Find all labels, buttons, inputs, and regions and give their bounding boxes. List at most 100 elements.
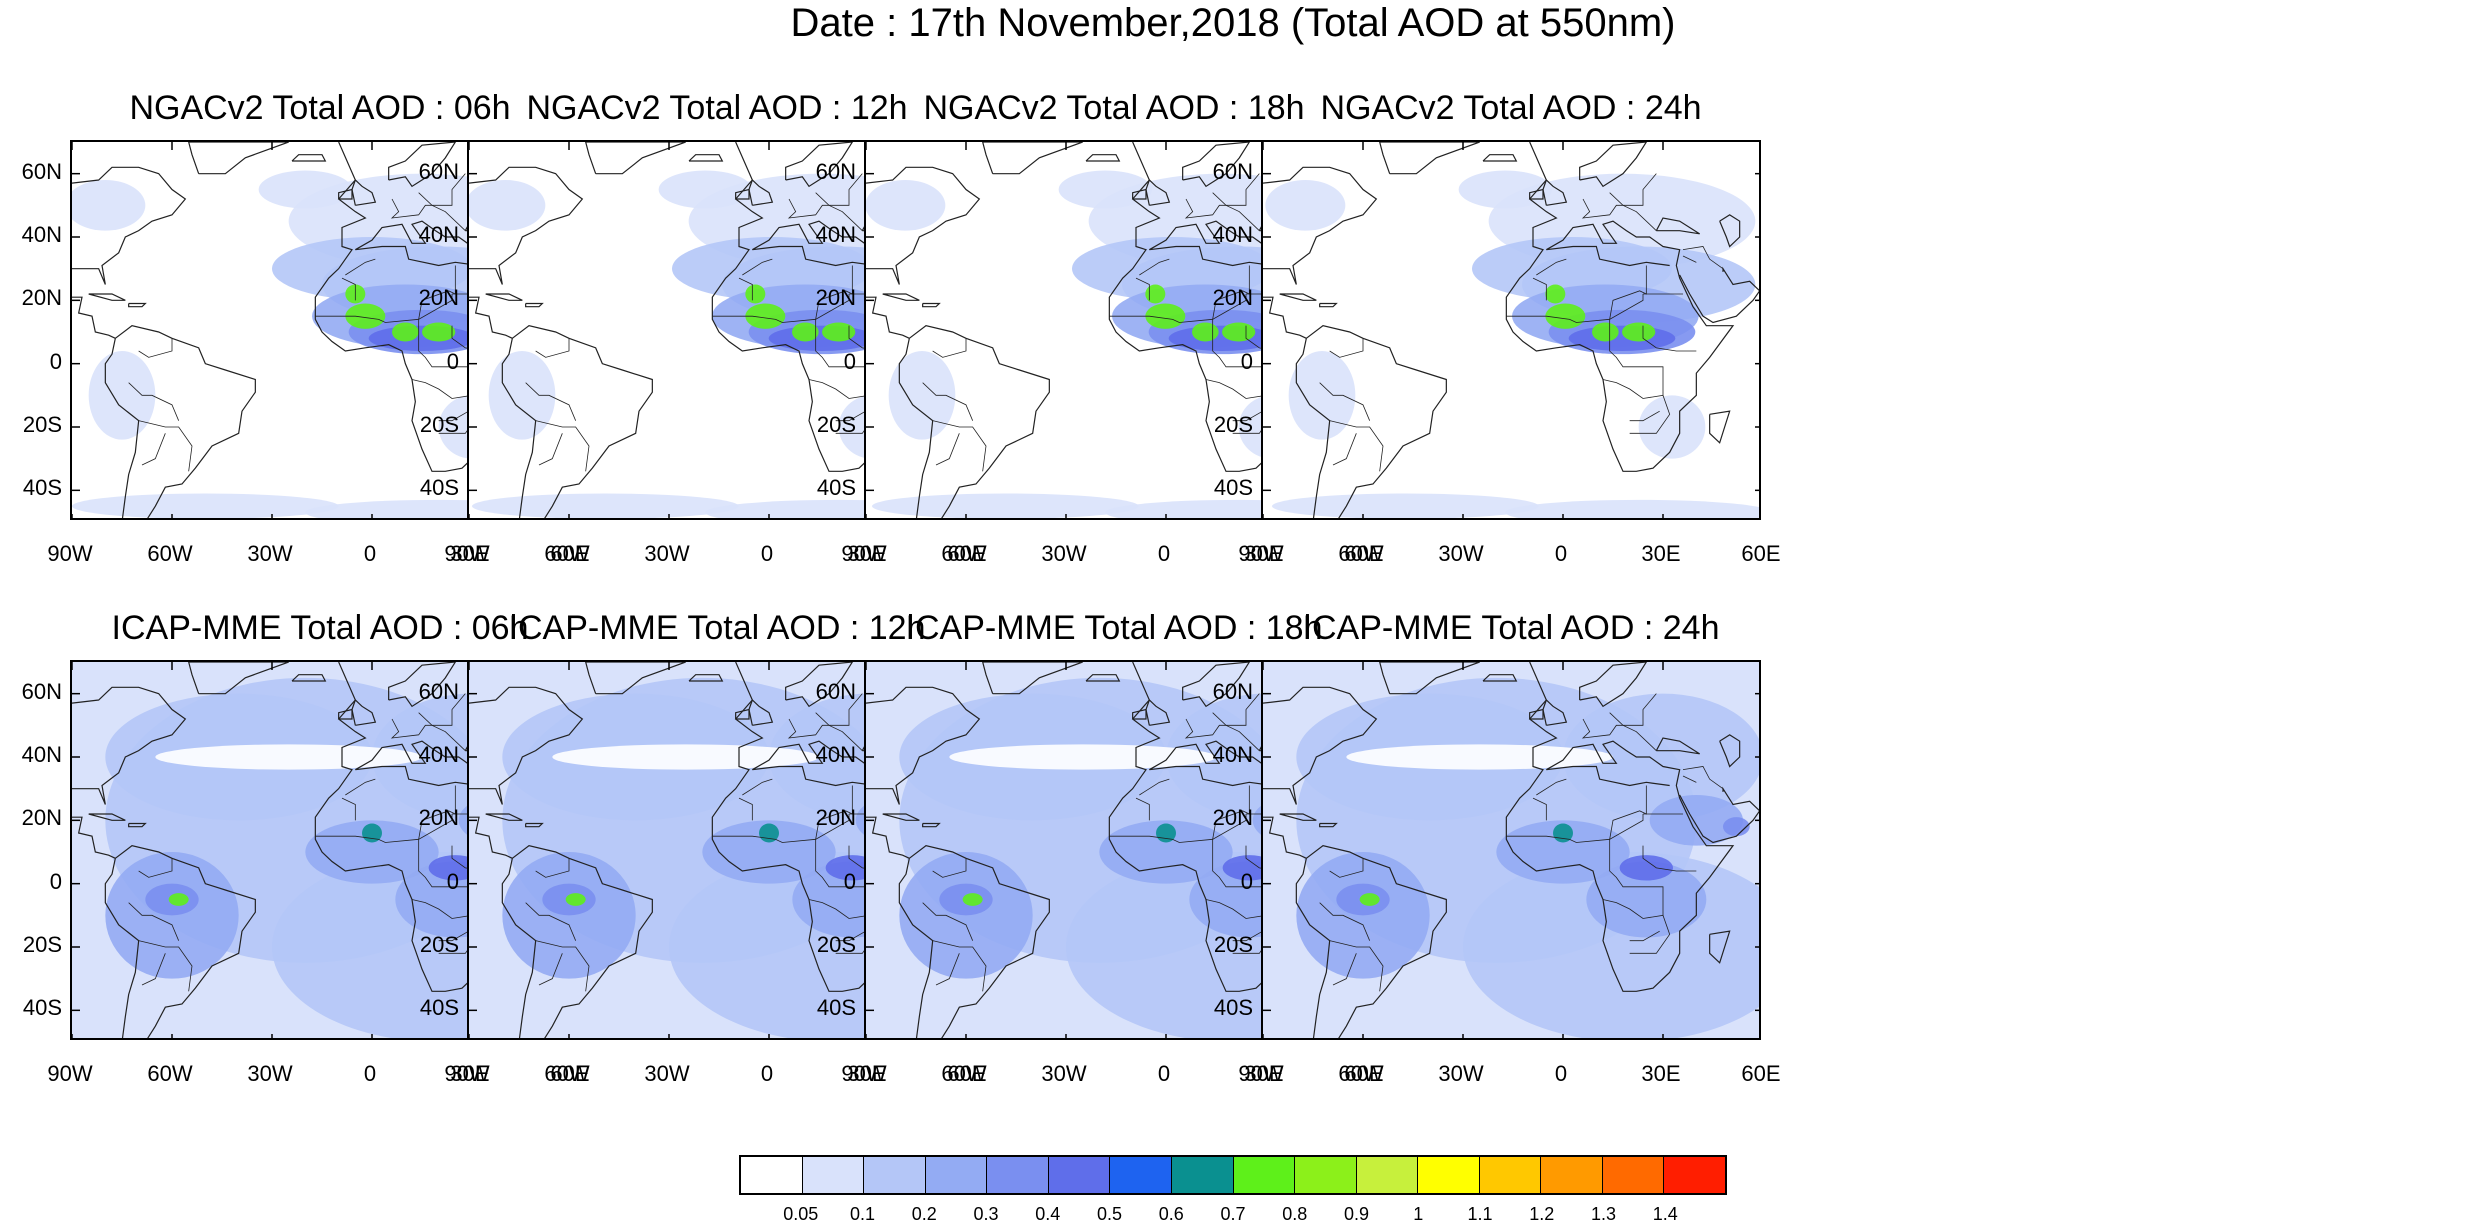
map-plot-area	[467, 140, 967, 520]
colorbar-label: 0.4	[1035, 1204, 1061, 1224]
lon-tick-label: 60W	[1338, 541, 1384, 566]
country-border	[922, 382, 974, 421]
aod-field-patch	[1145, 284, 1166, 304]
lat-tick-label: 60N	[1212, 678, 1253, 704]
coastline	[469, 686, 584, 805]
coastline	[104, 845, 256, 1038]
coastline	[1379, 662, 1480, 695]
colorbar-segment	[1479, 1157, 1542, 1193]
lat-tick-label: 40S	[816, 995, 856, 1021]
country-border	[138, 858, 173, 878]
coastline	[1319, 822, 1338, 828]
country-border	[418, 265, 456, 320]
lat-tick-label: 60N	[418, 158, 459, 184]
lat-tick-label: 40N	[21, 222, 62, 247]
lon-tick-label: 0	[1554, 1061, 1568, 1086]
country-border	[935, 433, 960, 466]
lat-tick-label: 40S	[22, 475, 62, 501]
lat-tick-label: 40N	[815, 222, 856, 247]
coastline	[338, 188, 353, 200]
aod-field-patch	[949, 744, 1216, 770]
country-border	[742, 258, 773, 276]
country-border	[1602, 899, 1671, 954]
country-border	[538, 433, 563, 466]
aod-field-patch	[866, 180, 946, 231]
colorbar-label: 0.2	[911, 1204, 937, 1224]
coastline	[1263, 816, 1307, 859]
lat-tick-label: 20S	[816, 412, 856, 437]
lat-tick-label: 20S	[419, 412, 459, 437]
aod-field-patch	[1649, 795, 1743, 846]
lat-tick-label: 20S	[1213, 932, 1253, 957]
coastline	[866, 686, 981, 805]
coastline	[1679, 266, 1759, 324]
coastline	[1263, 296, 1307, 339]
coastline	[1709, 930, 1731, 964]
coastline	[1482, 674, 1518, 682]
coastline	[525, 822, 544, 828]
coastline	[525, 302, 544, 308]
panel-title: NGACv2 Total AOD : 24h	[1320, 89, 1702, 127]
coastline	[485, 293, 523, 301]
aod-field-patch	[155, 744, 422, 770]
aod-field-patch	[168, 893, 189, 906]
country-border	[935, 953, 960, 986]
coastline	[1529, 188, 1544, 200]
country-border	[525, 382, 577, 421]
country-border	[738, 277, 753, 301]
lon-tick-label: 60W	[544, 1061, 590, 1086]
lon-tick-label: 0	[1554, 541, 1568, 566]
lat-tick-label: 0	[446, 348, 459, 374]
aod-field-patch	[1222, 322, 1256, 342]
country-border	[1139, 258, 1170, 276]
colorbar-label: 0.05	[783, 1204, 819, 1224]
lon-tick-label: 0	[363, 1061, 377, 1086]
lat-tick-label: 40S	[1213, 995, 1253, 1021]
country-border	[1609, 319, 1664, 396]
aod-field-patch	[745, 284, 766, 304]
aod-field-patch	[1145, 303, 1186, 329]
country-border	[835, 410, 866, 422]
coastline	[585, 662, 686, 695]
country-border	[1609, 712, 1657, 751]
coastline	[1132, 188, 1147, 200]
country-border	[1212, 785, 1250, 840]
aod-field-patch	[565, 893, 586, 906]
country-border	[1506, 294, 1644, 323]
lon-tick-label: 0	[760, 541, 774, 566]
country-border	[1682, 775, 1697, 783]
aod-field-patch	[422, 322, 456, 342]
country-border	[418, 785, 456, 840]
aod-field-patch	[1359, 893, 1380, 906]
lon-tick-label: 60E	[1344, 541, 1384, 566]
coastline	[1709, 410, 1731, 444]
coastline	[585, 142, 686, 175]
country-border	[1642, 845, 1697, 872]
lon-tick-label: 90W	[47, 541, 93, 566]
coastline	[688, 154, 724, 162]
lat-tick-label: 0	[49, 348, 62, 374]
aod-field-patch	[872, 493, 1139, 518]
lat-tick-label: 40N	[815, 742, 856, 767]
aod-field-patch	[888, 351, 956, 440]
lat-tick-label: 20S	[22, 932, 62, 957]
coastline	[188, 662, 289, 695]
lon-tick-label: 30W	[1041, 1061, 1087, 1086]
lon-tick-label: 30W	[1438, 1061, 1484, 1086]
map-plot-area	[1261, 140, 1761, 520]
country-border	[1532, 277, 1547, 301]
lat-tick-label: 60N	[21, 678, 62, 704]
panel-title: NGACv2 Total AOD : 06h	[129, 89, 511, 127]
country-border	[1135, 797, 1150, 821]
coastline	[291, 154, 327, 162]
aod-field-patch	[472, 493, 739, 518]
lon-tick-label: 0	[760, 1061, 774, 1086]
colorbar-segment	[741, 1157, 803, 1193]
country-border	[535, 420, 590, 472]
aod-field-patch	[1545, 284, 1566, 304]
lon-tick-label: 60W	[1338, 1061, 1384, 1086]
country-border	[315, 294, 453, 323]
country-border	[1581, 173, 1657, 219]
panel-title: NGACv2 Total AOD : 18h	[923, 89, 1305, 127]
coastline	[882, 293, 920, 301]
